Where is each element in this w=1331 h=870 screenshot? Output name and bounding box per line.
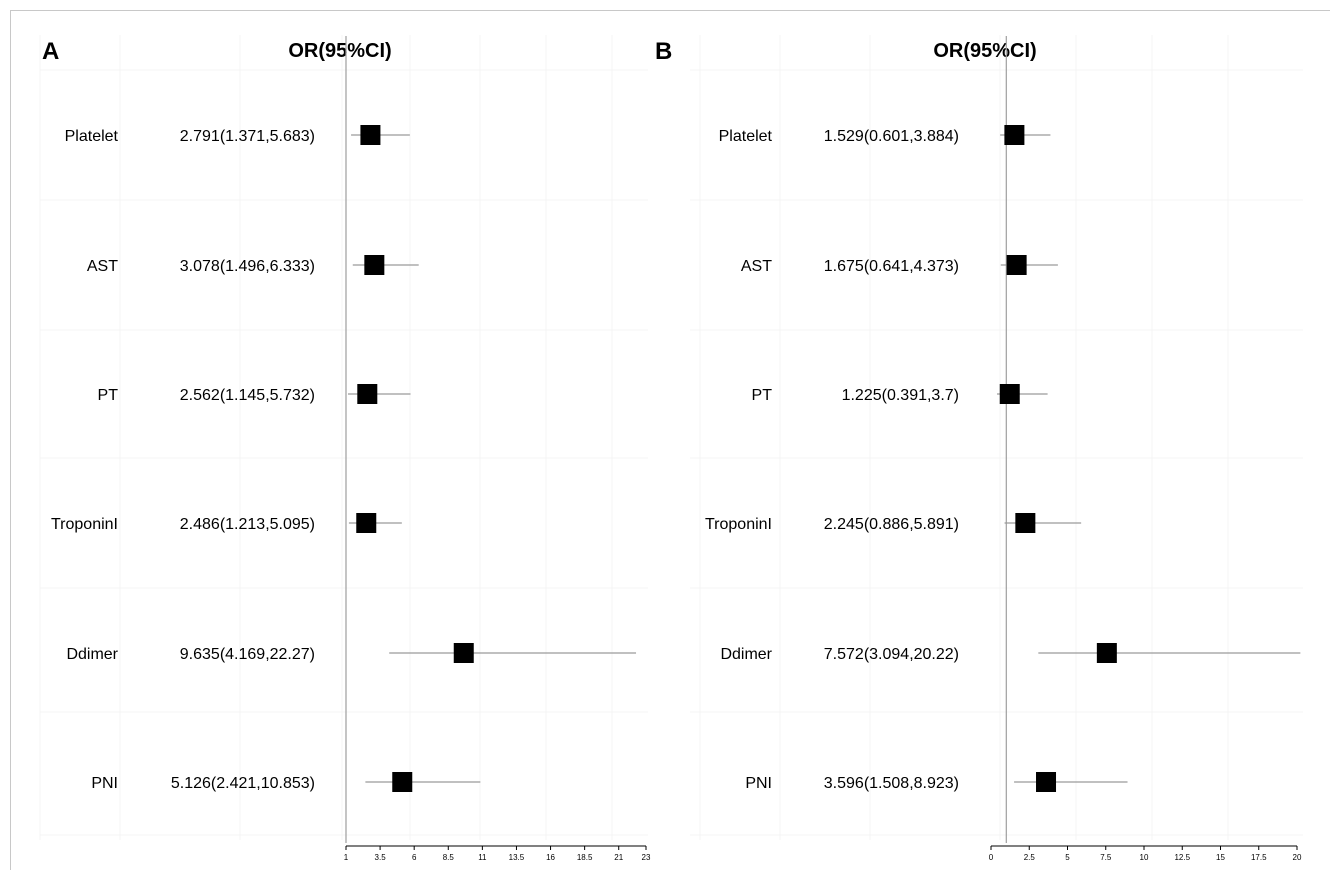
row-label: Platelet	[719, 128, 773, 145]
forest-row: Ddimer 7.572(3.094,20.22)	[720, 643, 1301, 663]
or-point-marker	[453, 643, 474, 663]
row-label: AST	[741, 258, 772, 275]
forest-row: PNI 3.596(1.508,8.923)	[745, 772, 1128, 792]
x-tick-label: 23	[642, 853, 651, 862]
forest-row: AST 1.675(0.641,4.373)	[741, 255, 1058, 275]
row-label: TroponinI	[51, 516, 118, 533]
or-point-marker	[1006, 255, 1027, 275]
x-tick-label: 1	[344, 853, 349, 862]
x-tick-label: 2.5	[1024, 853, 1036, 862]
forest-row: PT 2.562(1.145,5.732)	[98, 384, 411, 404]
column-header: OR(95%CI)	[288, 40, 391, 62]
or-point-marker	[1004, 125, 1025, 145]
x-tick-label: 13.5	[509, 853, 525, 862]
x-tick-label: 15	[1216, 853, 1225, 862]
or-ci-text: 5.126(2.421,10.853)	[171, 775, 315, 792]
row-label: PNI	[745, 775, 772, 792]
or-point-marker	[1096, 643, 1117, 663]
or-point-marker	[360, 125, 381, 145]
row-label: Platelet	[65, 128, 119, 145]
forest-row: Ddimer 9.635(4.169,22.27)	[66, 643, 637, 663]
or-ci-text: 1.529(0.601,3.884)	[824, 128, 959, 145]
or-ci-text: 2.245(0.886,5.891)	[824, 516, 959, 533]
x-tick-label: 3.5	[375, 853, 387, 862]
row-label: PT	[98, 387, 119, 404]
forest-row: Platelet 1.529(0.601,3.884)	[719, 125, 1051, 145]
x-tick-label: 12.5	[1174, 853, 1190, 862]
figure-frame	[10, 10, 1330, 870]
or-ci-text: 2.486(1.213,5.095)	[180, 516, 315, 533]
or-ci-text: 7.572(3.094,20.22)	[824, 646, 959, 663]
row-label: Ddimer	[66, 646, 118, 663]
panel-label: A	[42, 38, 59, 65]
x-tick-label: 5	[1065, 853, 1070, 862]
x-tick-label: 6	[412, 853, 417, 862]
x-tick-label: 0	[989, 853, 994, 862]
column-header: OR(95%CI)	[933, 40, 1036, 62]
or-point-marker	[1015, 513, 1036, 533]
row-label: PNI	[91, 775, 118, 792]
row-label: AST	[87, 258, 118, 275]
forest-row: Platelet 2.791(1.371,5.683)	[65, 125, 410, 145]
or-point-marker	[364, 255, 385, 275]
row-label: Ddimer	[720, 646, 772, 663]
x-tick-label: 21	[614, 853, 623, 862]
or-ci-text: 2.791(1.371,5.683)	[180, 128, 315, 145]
forest-panel-a: A OR(95%CI) Platelet 2.791(1.371,5.683) AST 3…	[39, 35, 651, 862]
forest-row: TroponinI 2.486(1.213,5.095)	[51, 513, 402, 533]
x-tick-label: 10	[1140, 853, 1149, 862]
or-ci-text: 3.596(1.508,8.923)	[824, 775, 959, 792]
or-point-marker	[356, 513, 377, 533]
panel-label: B	[655, 38, 672, 65]
forest-row: TroponinI 2.245(0.886,5.891)	[705, 513, 1082, 533]
or-point-marker	[1036, 772, 1057, 792]
or-ci-text: 2.562(1.145,5.732)	[180, 387, 315, 404]
or-point-marker	[999, 384, 1020, 404]
or-ci-text: 3.078(1.496,6.333)	[180, 258, 315, 275]
or-ci-text: 1.225(0.391,3.7)	[842, 387, 959, 404]
row-label: PT	[752, 387, 773, 404]
x-tick-label: 11	[478, 853, 487, 862]
x-tick-label: 16	[546, 853, 555, 862]
or-ci-text: 1.675(0.641,4.373)	[824, 258, 959, 275]
or-ci-text: 9.635(4.169,22.27)	[180, 646, 315, 663]
x-tick-label: 18.5	[577, 853, 593, 862]
x-tick-label: 20	[1293, 853, 1302, 862]
forest-row: PNI 5.126(2.421,10.853)	[91, 772, 481, 792]
forest-row: AST 3.078(1.496,6.333)	[87, 255, 419, 275]
or-point-marker	[357, 384, 378, 404]
x-tick-label: 8.5	[443, 853, 455, 862]
forest-panel-b: B OR(95%CI) Platelet 1.529(0.601,3.884) AST 1…	[655, 35, 1303, 862]
or-point-marker	[392, 772, 413, 792]
row-label: TroponinI	[705, 516, 772, 533]
forest-row: PT 1.225(0.391,3.7)	[752, 384, 1048, 404]
x-tick-label: 17.5	[1251, 853, 1267, 862]
x-tick-label: 7.5	[1100, 853, 1112, 862]
